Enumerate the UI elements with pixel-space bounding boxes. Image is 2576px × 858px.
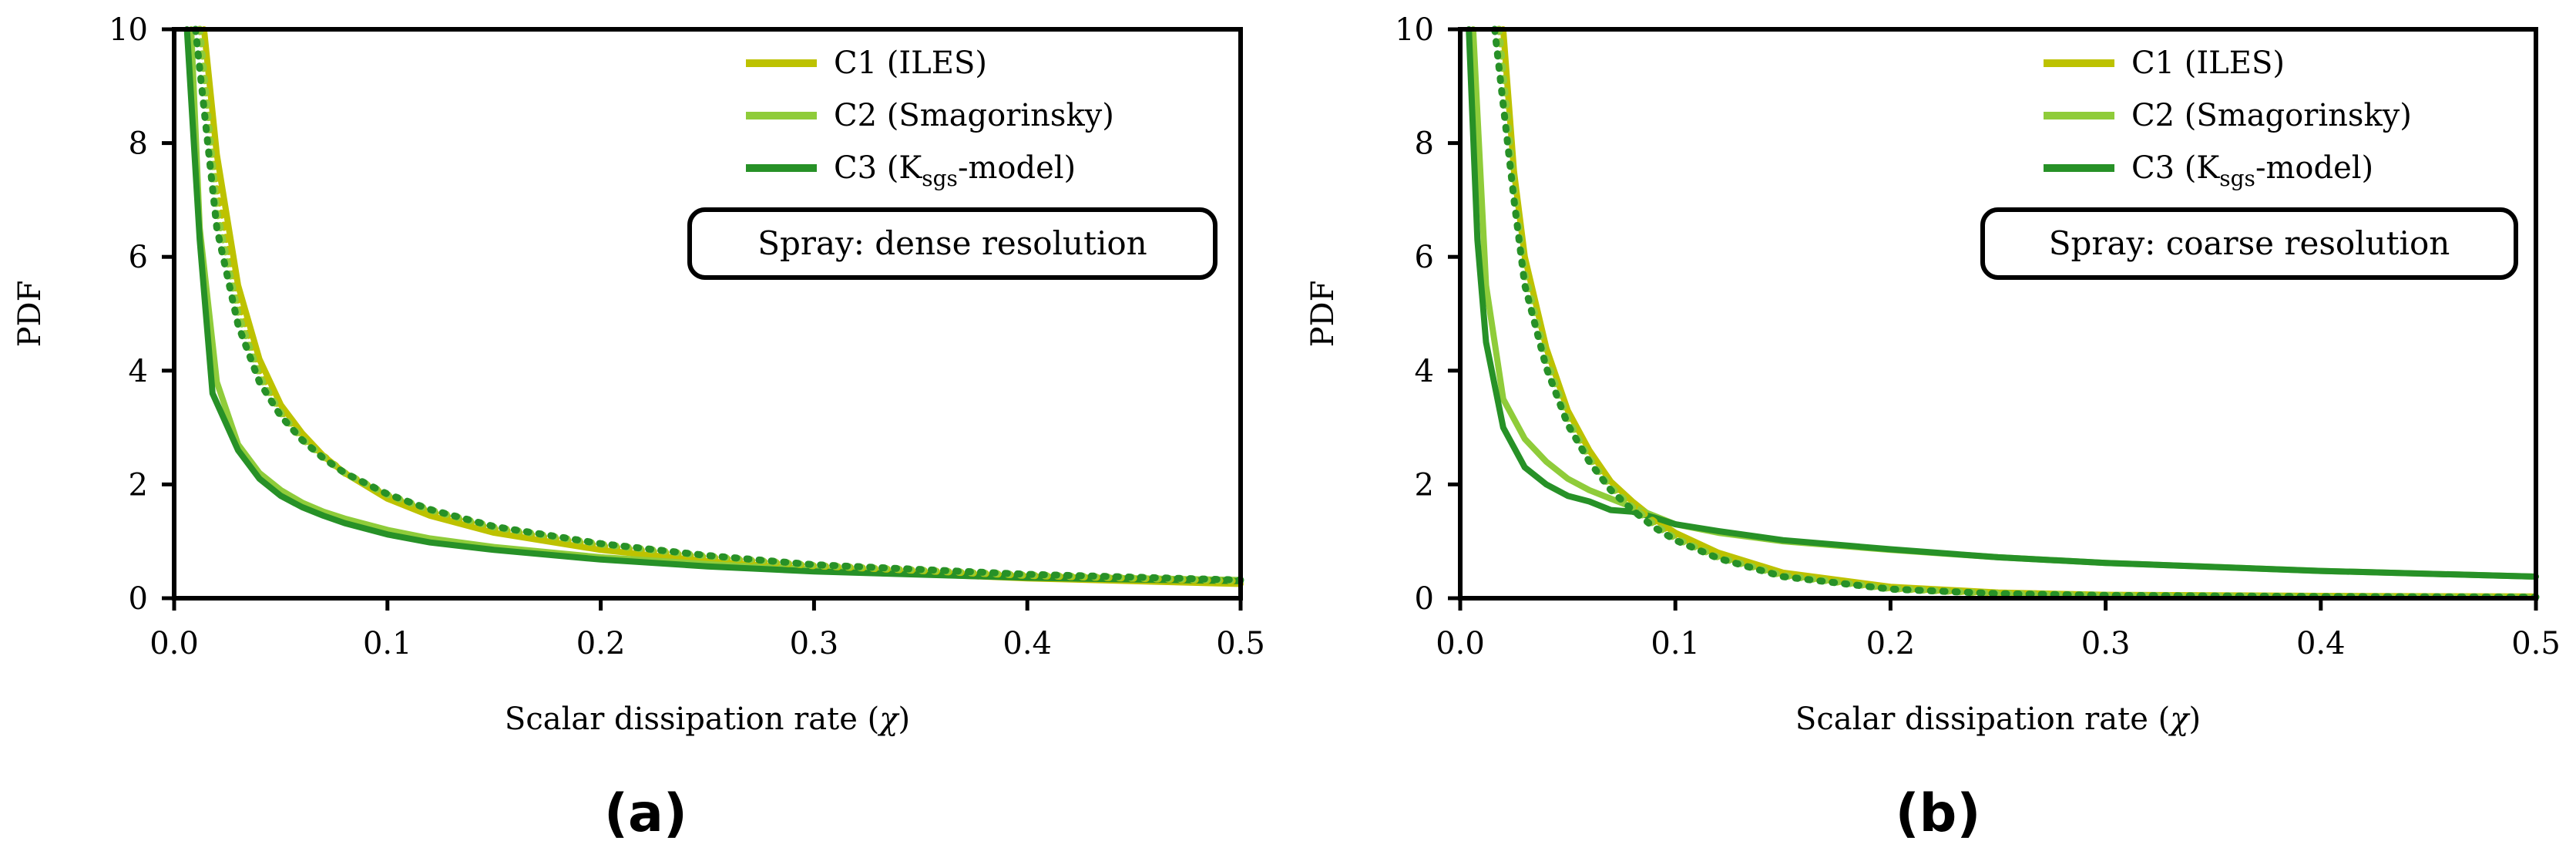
- y-tick-label-a-2: 4: [129, 354, 148, 389]
- y-axis-ticks-b: 0 2 4 6 8 10: [1395, 12, 1460, 617]
- chart-panel-a: 0.0 0.1 0.2 0.3 0.4 0.5 0 2 4 6 8 10 Scalar dissip…: [12, 12, 1265, 844]
- legend-label-c3-b: C3 (Ksgs-model): [2131, 150, 2373, 191]
- y-tick-label-b-1: 2: [1415, 467, 1434, 503]
- legend-label-c3-a: C3 (Ksgs-model): [834, 150, 1076, 191]
- annotation-box-a: Spray: dense resolution: [687, 207, 1217, 280]
- x-tick-label-b-2: 0.2: [1866, 626, 1916, 661]
- y-tick-label-b-0: 0: [1415, 581, 1434, 617]
- y-tick-label-a-5: 10: [109, 12, 148, 48]
- y-tick-label-b-2: 4: [1415, 354, 1434, 389]
- series-line-b-3: [1466, 26, 2539, 580]
- y-axis-ticks-a: 0 2 4 6 8 10: [109, 12, 174, 617]
- series-line-b-6-dotted: [1491, 25, 2540, 601]
- series-line-a-3: [183, 26, 1244, 584]
- y-axis-label-b: PDF: [1305, 281, 1341, 348]
- plot-frame-a: [172, 27, 1243, 601]
- y-tick-label-a-4: 8: [129, 126, 148, 162]
- y-tick-label-b-3: 6: [1415, 240, 1434, 275]
- plot-frame-b: [1458, 27, 2538, 601]
- panel-label-b: (b): [1896, 783, 1981, 844]
- panel-label-a: (a): [604, 783, 687, 844]
- x-tick-label-b-3: 0.3: [2081, 626, 2131, 661]
- annotation-text-b: Spray: coarse resolution: [2049, 224, 2450, 262]
- legend-a: C1 (ILES) C2 (Smagorinsky) C3 (Ksgs-mode…: [746, 45, 1114, 191]
- y-tick-label-a-0: 0: [129, 581, 148, 617]
- x-tick-label-b-4: 0.4: [2296, 626, 2346, 661]
- x-tick-label-a-5: 0.5: [1216, 626, 1265, 661]
- x-axis-ticks-b: 0.0 0.1 0.2 0.3 0.4 0.5: [1436, 598, 2561, 661]
- legend-label-c1-a: C1 (ILES): [834, 45, 987, 81]
- x-tick-label-a-4: 0.4: [1003, 626, 1052, 661]
- x-tick-label-a-1: 0.1: [363, 626, 412, 661]
- y-tick-label-b-5: 10: [1395, 12, 1434, 48]
- x-tick-label-b-0: 0.0: [1436, 626, 1485, 661]
- x-tick-label-a-3: 0.3: [790, 626, 839, 661]
- legend-b: C1 (ILES) C2 (Smagorinsky) C3 (Ksgs-mode…: [2044, 45, 2412, 191]
- y-tick-label-a-3: 6: [129, 240, 148, 275]
- annotation-text-a: Spray: dense resolution: [757, 224, 1147, 262]
- y-tick-label-a-1: 2: [129, 467, 148, 503]
- x-tick-label-a-2: 0.2: [576, 626, 626, 661]
- legend-label-c2-b: C2 (Smagorinsky): [2131, 98, 2412, 133]
- chart-panel-b: 0.0 0.1 0.2 0.3 0.4 0.5 0 2 4 6 8 10 Scalar dissip…: [1305, 12, 2561, 844]
- series-line-a-6-dotted: [192, 25, 1244, 584]
- x-tick-label-a-0: 0.0: [149, 626, 199, 661]
- y-axis-label-a: PDF: [12, 281, 48, 348]
- x-axis-ticks-a: 0.0 0.1 0.2 0.3 0.4 0.5: [149, 598, 1265, 661]
- series-layer-b: [1466, 25, 2540, 601]
- y-tick-label-b-4: 8: [1415, 126, 1434, 162]
- annotation-box-b: Spray: coarse resolution: [1980, 207, 2518, 280]
- x-axis-label-a: Scalar dissipation rate (χ): [505, 702, 910, 737]
- series-layer-a: [183, 25, 1244, 587]
- legend-label-c2-a: C2 (Smagorinsky): [834, 98, 1114, 133]
- x-tick-label-b-5: 0.5: [2511, 626, 2561, 661]
- x-tick-label-b-1: 0.1: [1651, 626, 1700, 661]
- x-axis-label-b: Scalar dissipation rate (χ): [1795, 702, 2201, 737]
- legend-label-c1-b: C1 (ILES): [2131, 45, 2285, 81]
